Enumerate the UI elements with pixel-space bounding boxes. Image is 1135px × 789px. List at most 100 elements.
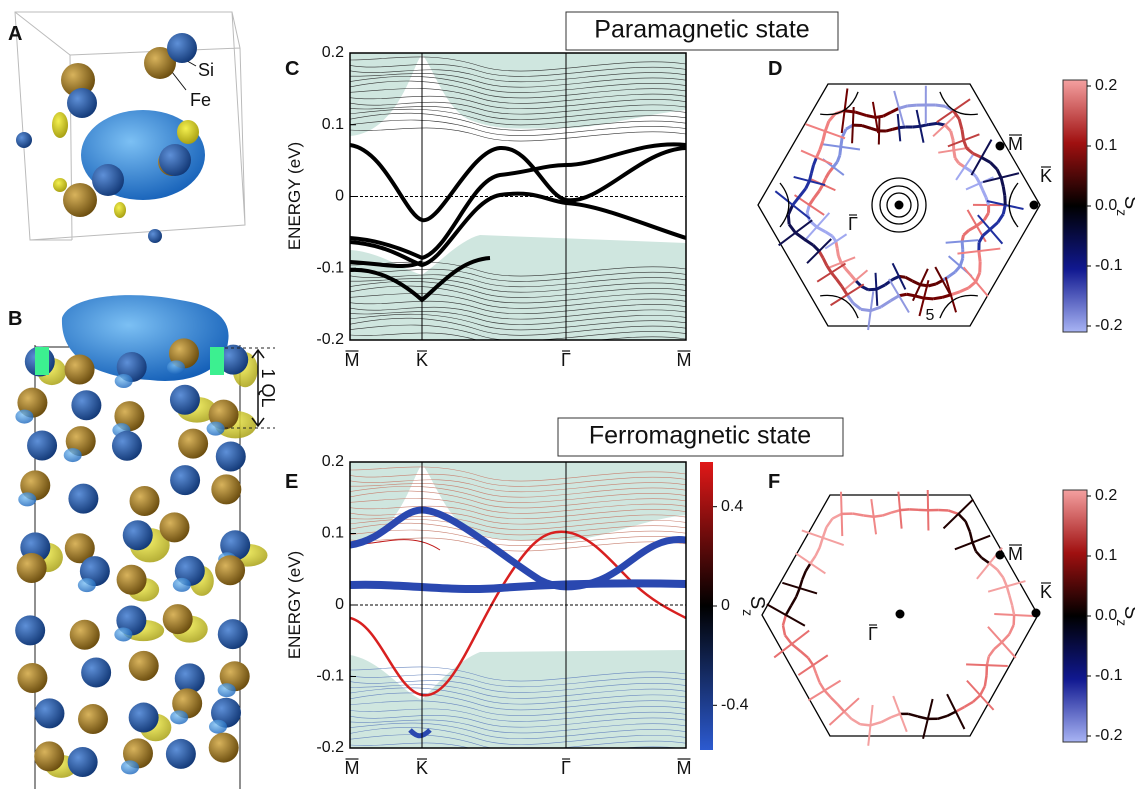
bulk-band <box>350 274 686 288</box>
bulk-band <box>350 687 686 705</box>
isosurface <box>166 360 185 375</box>
spin-arrow <box>970 139 993 176</box>
bulk-band <box>350 268 686 282</box>
fermi-contour <box>823 120 831 132</box>
point-marker <box>1029 200 1039 210</box>
fermi-contour <box>935 103 946 108</box>
fermi-contour <box>861 124 872 130</box>
ql-label: 1 QL <box>258 368 278 407</box>
spin-arrow <box>965 176 994 191</box>
fermi-contour <box>836 703 846 713</box>
fermi-contour <box>817 250 825 259</box>
atom <box>174 663 205 694</box>
pocket <box>1008 182 1019 228</box>
pocket <box>939 91 978 116</box>
fermi-contour <box>824 230 834 238</box>
colorbar <box>1062 79 1088 333</box>
fermi-contour <box>898 104 909 110</box>
pocket <box>820 294 859 319</box>
spin-arrow <box>870 498 878 535</box>
fermi-contour <box>960 241 965 250</box>
fermi-contour <box>870 721 882 727</box>
x-tick-label: M <box>345 350 360 370</box>
atom <box>159 144 191 176</box>
spin-arrow <box>891 262 907 290</box>
fermi-contour <box>860 307 871 313</box>
pocket <box>820 91 859 116</box>
highlight <box>210 347 224 375</box>
fermi-contour <box>837 255 843 264</box>
bulk-band <box>350 674 686 688</box>
x-tick-label: M <box>677 758 692 778</box>
fermi-contour <box>844 267 852 276</box>
bulk-band <box>350 498 686 514</box>
x-tick-label: Γ <box>561 758 571 778</box>
atom <box>69 619 100 650</box>
fermi-contour <box>882 511 892 517</box>
fermi-contour <box>834 241 839 249</box>
fermi-contour <box>783 634 793 645</box>
bulk-band <box>350 666 686 682</box>
atom-label: Si <box>198 60 214 80</box>
fermi-contour <box>889 294 900 303</box>
atom <box>71 390 102 421</box>
atom <box>67 746 98 777</box>
colorbar-tick-label: -0.4 <box>721 697 749 714</box>
bulk-band <box>350 479 686 493</box>
fermi-contour <box>890 508 901 514</box>
isosurface <box>206 421 225 436</box>
annotation: 5 <box>926 307 935 324</box>
bands <box>350 462 686 748</box>
fermi-contour <box>960 129 966 141</box>
y-tick-label: 0.1 <box>322 525 344 542</box>
panel-label: F <box>768 471 780 493</box>
fermi-contour <box>957 118 964 131</box>
atom <box>169 384 200 415</box>
x-tick-label: Γ <box>561 350 571 370</box>
spin-arrow <box>942 498 974 530</box>
fermi-contour <box>1008 595 1014 606</box>
atom <box>128 702 159 733</box>
colorbar-tick-label: -0.2 <box>1095 727 1123 744</box>
bulk-band <box>350 511 686 525</box>
colorbar-label-main: S <box>1120 606 1135 619</box>
fermi-contour <box>860 284 869 292</box>
fermi-contour <box>791 195 801 206</box>
fermi-contour <box>974 176 982 185</box>
bulk-band <box>350 261 686 277</box>
colorbar-tick-label: -0.2 <box>1095 317 1123 334</box>
isosurface <box>120 760 139 775</box>
spin-arrow <box>892 695 908 733</box>
fermi-contour <box>875 114 884 119</box>
fermi-contour <box>989 221 999 231</box>
fermi-contour <box>944 104 955 113</box>
spin-arrow <box>954 534 991 551</box>
panel-title: Ferromagnetic state <box>589 422 811 450</box>
fermi-contour <box>914 294 925 300</box>
isosurface <box>209 719 228 734</box>
fermi-contour <box>808 196 816 206</box>
arrow <box>251 348 265 428</box>
fermi-contour <box>804 562 812 572</box>
fermi-contour <box>827 166 835 174</box>
fermi-contour <box>979 685 986 696</box>
spin-arrow <box>932 113 958 138</box>
atom <box>63 183 97 217</box>
spin-arrow <box>816 262 847 283</box>
fermi-contour <box>936 121 946 127</box>
pocket <box>939 294 978 319</box>
fermi-contour <box>941 293 952 299</box>
band <box>350 579 686 594</box>
fermi-contour <box>863 514 874 518</box>
bulk-band <box>350 473 686 487</box>
bulk-band <box>350 75 686 93</box>
spin-arrow <box>830 283 865 307</box>
bulk-band <box>350 56 686 72</box>
fermi-contour <box>995 168 1003 179</box>
atom <box>217 619 248 650</box>
fermi-contour <box>899 508 910 512</box>
isosurface <box>63 448 82 463</box>
panel-label: B <box>8 308 22 330</box>
fermi-contour <box>928 282 937 288</box>
bulk-band <box>350 112 686 131</box>
